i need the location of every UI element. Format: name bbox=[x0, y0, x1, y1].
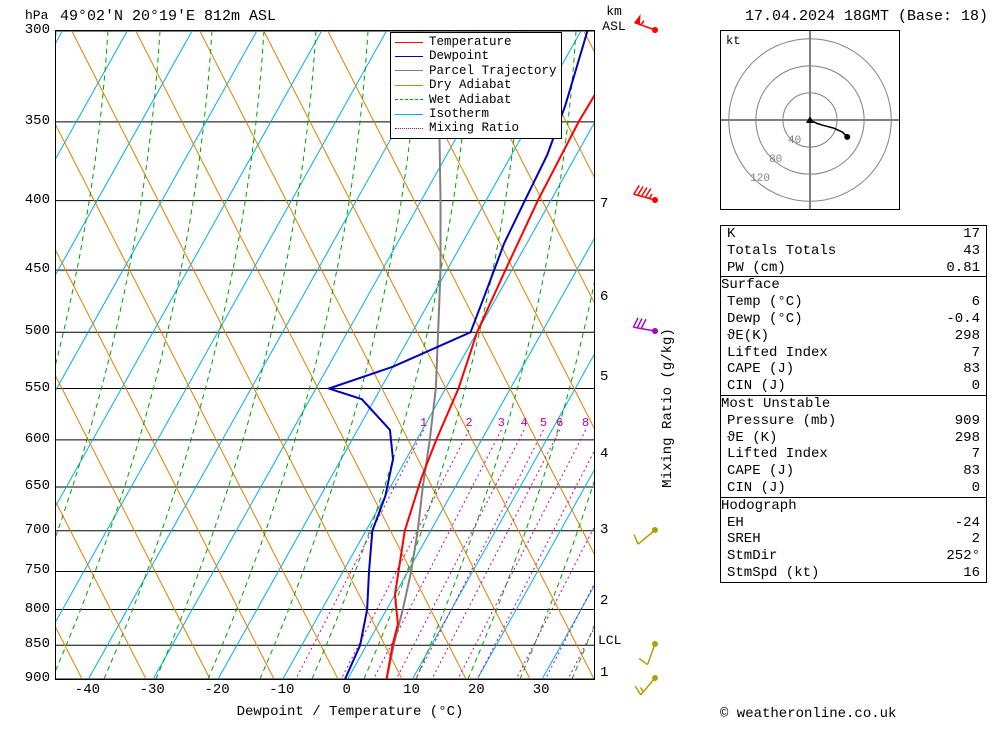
y-left-tick: 550 bbox=[10, 380, 50, 396]
lcl-label: LCL bbox=[598, 633, 621, 648]
svg-text:40: 40 bbox=[788, 135, 801, 147]
param-row: CAPE (J)83 bbox=[721, 361, 986, 378]
svg-text:4: 4 bbox=[520, 416, 527, 430]
y-right-tick: 5 bbox=[600, 369, 608, 385]
param-row: Dewp (°C)-0.4 bbox=[721, 311, 986, 328]
param-row: CIN (J)0 bbox=[721, 378, 986, 395]
parameters-table: K17Totals Totals43PW (cm)0.81SurfaceTemp… bbox=[720, 225, 987, 583]
param-row: CAPE (J)83 bbox=[721, 463, 986, 480]
param-row: StmDir252° bbox=[721, 548, 986, 565]
x-tick: -40 bbox=[69, 682, 105, 698]
x-tick: -20 bbox=[199, 682, 235, 698]
param-row: Surface bbox=[721, 276, 986, 294]
x-tick: 0 bbox=[329, 682, 365, 698]
svg-text:kt: kt bbox=[726, 34, 740, 48]
y-right-tick: 6 bbox=[600, 289, 608, 305]
y-left-tick: 850 bbox=[10, 636, 50, 652]
param-row: Lifted Index7 bbox=[721, 345, 986, 362]
param-row: PW (cm)0.81 bbox=[721, 260, 986, 277]
legend-item: Dewpoint bbox=[395, 49, 557, 63]
y-left-tick: 400 bbox=[10, 192, 50, 208]
svg-text:120: 120 bbox=[750, 173, 770, 185]
param-row: ϑE (K)298 bbox=[721, 430, 986, 447]
wind-barb bbox=[630, 653, 680, 703]
svg-text:8: 8 bbox=[582, 416, 589, 430]
x-axis-title: Dewpoint / Temperature (°C) bbox=[200, 704, 500, 720]
y-left-tick: 450 bbox=[10, 261, 50, 277]
svg-text:3: 3 bbox=[498, 416, 505, 430]
x-tick: -10 bbox=[264, 682, 300, 698]
param-row: Totals Totals43 bbox=[721, 243, 986, 260]
y-right-tick: 7 bbox=[600, 196, 608, 212]
y-left-tick: 600 bbox=[10, 431, 50, 447]
wind-barb bbox=[630, 175, 680, 225]
wind-barb bbox=[630, 505, 680, 555]
param-row: Hodograph bbox=[721, 497, 986, 515]
param-row: StmSpd (kt)16 bbox=[721, 565, 986, 582]
y-right-tick: 2 bbox=[600, 593, 608, 609]
y-left-tick: 750 bbox=[10, 562, 50, 578]
param-row: ϑE(K)298 bbox=[721, 328, 986, 345]
unit-km: kmASL bbox=[600, 4, 628, 34]
x-tick: 10 bbox=[394, 682, 430, 698]
y-left-tick: 350 bbox=[10, 113, 50, 129]
param-row: Lifted Index7 bbox=[721, 446, 986, 463]
y-left-tick: 900 bbox=[10, 670, 50, 686]
param-row: Temp (°C)6 bbox=[721, 294, 986, 311]
y-left-tick: 800 bbox=[10, 601, 50, 617]
legend-item: Parcel Trajectory bbox=[395, 64, 557, 78]
x-tick: 20 bbox=[458, 682, 494, 698]
unit-hpa: hPa bbox=[25, 8, 48, 23]
svg-text:6: 6 bbox=[556, 416, 563, 430]
wind-barb bbox=[630, 5, 680, 55]
location-title: 49°02'N 20°19'E 812m ASL bbox=[60, 8, 276, 25]
y-right-tick: 1 bbox=[600, 665, 608, 681]
y-left-tick: 700 bbox=[10, 522, 50, 538]
copyright-text: © weatheronline.co.uk bbox=[720, 706, 896, 722]
svg-text:2: 2 bbox=[465, 416, 472, 430]
y-left-tick: 300 bbox=[10, 22, 50, 38]
y-left-tick: 500 bbox=[10, 323, 50, 339]
legend-item: Wet Adiabat bbox=[395, 93, 557, 107]
x-tick: -30 bbox=[134, 682, 170, 698]
svg-text:1: 1 bbox=[420, 416, 427, 430]
y-right-tick: 3 bbox=[600, 522, 608, 538]
y-right-tick: 4 bbox=[600, 446, 608, 462]
hodograph: 40 80 120 kt bbox=[720, 30, 900, 210]
param-row: SREH2 bbox=[721, 531, 986, 548]
param-row: Pressure (mb)909 bbox=[721, 413, 986, 430]
svg-text:5: 5 bbox=[540, 416, 547, 430]
legend-item: Temperature bbox=[395, 35, 557, 49]
legend-item: Dry Adiabat bbox=[395, 78, 557, 92]
wind-barb bbox=[630, 306, 680, 356]
datetime-title: 17.04.2024 18GMT (Base: 18) bbox=[745, 8, 988, 25]
param-row: CIN (J)0 bbox=[721, 480, 986, 497]
param-row: K17 bbox=[721, 226, 986, 243]
svg-text:80: 80 bbox=[769, 154, 782, 166]
y-left-tick: 650 bbox=[10, 478, 50, 494]
param-row: EH-24 bbox=[721, 515, 986, 532]
x-tick: 30 bbox=[523, 682, 559, 698]
legend-item: Mixing Ratio bbox=[395, 121, 557, 135]
param-row: Most Unstable bbox=[721, 395, 986, 413]
chart-legend: TemperatureDewpointParcel TrajectoryDry … bbox=[390, 32, 562, 139]
legend-item: Isotherm bbox=[395, 107, 557, 121]
